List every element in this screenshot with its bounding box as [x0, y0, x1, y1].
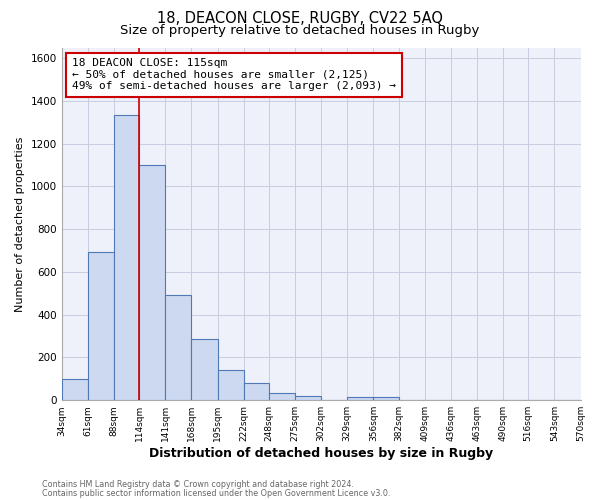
- Bar: [165, 296, 191, 400]
- Bar: [139, 165, 165, 400]
- Text: Contains public sector information licensed under the Open Government Licence v3: Contains public sector information licen…: [42, 488, 391, 498]
- Bar: [347, 397, 373, 400]
- Text: Size of property relative to detached houses in Rugby: Size of property relative to detached ho…: [121, 24, 479, 37]
- Bar: [295, 396, 321, 400]
- Bar: [373, 397, 398, 400]
- Text: 18 DEACON CLOSE: 115sqm
← 50% of detached houses are smaller (2,125)
49% of semi: 18 DEACON CLOSE: 115sqm ← 50% of detache…: [72, 58, 396, 92]
- Bar: [114, 115, 139, 400]
- Bar: [244, 383, 269, 400]
- Y-axis label: Number of detached properties: Number of detached properties: [15, 136, 25, 312]
- Text: 18, DEACON CLOSE, RUGBY, CV22 5AQ: 18, DEACON CLOSE, RUGBY, CV22 5AQ: [157, 11, 443, 26]
- Bar: [88, 252, 114, 400]
- Bar: [62, 379, 88, 400]
- Bar: [269, 392, 295, 400]
- Bar: [218, 370, 244, 400]
- Text: Contains HM Land Registry data © Crown copyright and database right 2024.: Contains HM Land Registry data © Crown c…: [42, 480, 354, 489]
- Bar: [191, 340, 218, 400]
- X-axis label: Distribution of detached houses by size in Rugby: Distribution of detached houses by size …: [149, 447, 493, 460]
